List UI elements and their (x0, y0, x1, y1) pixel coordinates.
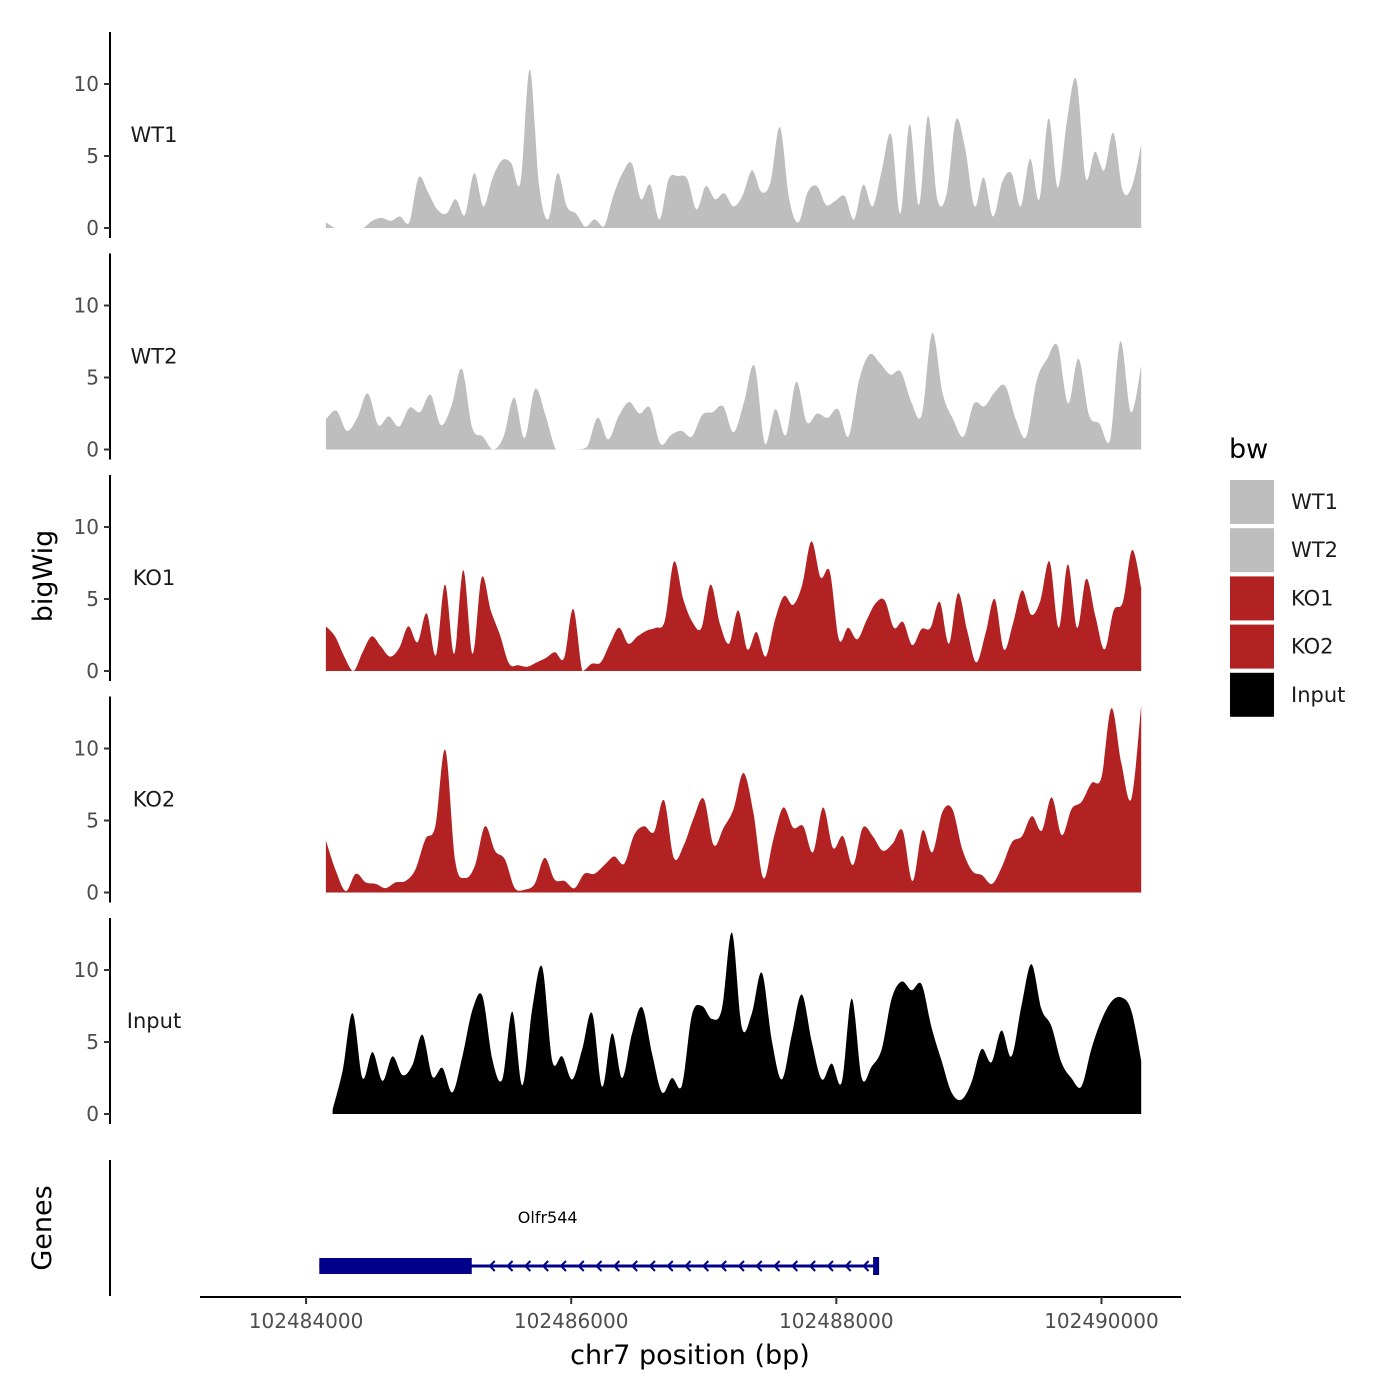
legend-label-wt2: WT2 (1291, 538, 1338, 562)
strand-arrows (488, 1260, 870, 1272)
strand-arrow (701, 1260, 710, 1272)
strand-arrow (666, 1260, 674, 1272)
strand-arrow (719, 1260, 727, 1272)
strand-arrow (826, 1260, 834, 1272)
y-tick-label: 10 (74, 515, 99, 539)
signal-tracks: 0 5 10 WT1 0 5 10 WT2 0 5 10 KO1 0 5 10 KO2 0 5 10 Input (74, 32, 1142, 1126)
y-tick-label: 0 (86, 881, 99, 905)
x-tick-label: 102484000 (249, 1309, 364, 1333)
strand-arrow (755, 1260, 763, 1272)
strand-arrow (595, 1260, 603, 1272)
strand-arrow (488, 1260, 496, 1272)
legend-swatch-ko2 (1230, 624, 1274, 669)
y-tick-label: 10 (74, 72, 99, 96)
y-tick-label: 0 (86, 659, 99, 683)
gene-end-cap (873, 1257, 880, 1275)
x-axis-ticks: 102484000 102486000 102488000 102490000 (249, 1297, 1159, 1333)
strand-arrow (790, 1260, 799, 1272)
strand-arrow (648, 1260, 656, 1272)
strand-arrow (844, 1260, 852, 1272)
legend-swatch-input (1230, 672, 1274, 717)
strand-arrow (577, 1260, 585, 1272)
strand-arrow (541, 1260, 549, 1272)
gene-label: Olfr544 (518, 1208, 578, 1227)
track-label-input: Input (127, 1009, 181, 1033)
strand-arrow (523, 1260, 532, 1272)
y-tick-label: 0 (86, 216, 99, 240)
legend-label-ko2: KO2 (1291, 635, 1334, 659)
legend-swatch-ko1 (1230, 576, 1274, 621)
track-label-ko1: KO1 (133, 566, 176, 590)
legend-items: WT1 WT2 KO1 KO2 Input (1230, 480, 1345, 717)
gene-olfr544: Olfr544 (319, 1208, 880, 1275)
legend-label-input: Input (1291, 683, 1345, 707)
legend-title: bw (1229, 434, 1268, 465)
track-input: 0 5 10 Input (74, 918, 1142, 1126)
track-label-wt2: WT2 (131, 345, 178, 369)
y-tick-label: 0 (86, 1102, 99, 1126)
y-tick-label: 10 (74, 737, 99, 761)
strand-arrow (808, 1260, 816, 1272)
track-wt1: 0 5 10 WT1 (74, 32, 1142, 240)
gene-exon-block (319, 1258, 472, 1274)
strand-arrow (612, 1260, 621, 1272)
y-tick-label: 5 (86, 1030, 99, 1054)
strand-arrow (773, 1260, 781, 1272)
y-tick-label: 5 (86, 144, 99, 168)
gene-models: Olfr544 (319, 1208, 880, 1275)
legend-label-ko1: KO1 (1291, 586, 1334, 610)
area-ko1 (325, 541, 1142, 671)
y-tick-label: 0 (86, 438, 99, 462)
area-wt2 (325, 332, 1142, 450)
track-label-ko2: KO2 (133, 788, 176, 812)
strand-arrow (630, 1260, 638, 1272)
y-tick-label: 10 (74, 958, 99, 982)
x-axis-title: chr7 position (bp) (570, 1340, 810, 1371)
track-label-wt1: WT1 (131, 123, 178, 147)
legend-swatch-wt2 (1230, 528, 1274, 573)
track-wt2: 0 5 10 WT2 (74, 253, 1142, 462)
legend: bw WT1 WT2 KO1 KO2 Input (1229, 434, 1345, 717)
y-tick-label: 5 (86, 587, 99, 611)
y-tick-label: 5 (86, 809, 99, 833)
track-ko2: 0 5 10 KO2 (74, 696, 1142, 905)
y-tick-label: 10 (74, 294, 99, 318)
strand-arrow (862, 1260, 870, 1272)
x-axis: 102484000 102486000 102488000 102490000 chr… (200, 1296, 1181, 1371)
legend-label-wt1: WT1 (1291, 490, 1338, 514)
x-tick-label: 102490000 (1044, 1309, 1159, 1333)
strand-arrow (737, 1260, 745, 1272)
x-tick-label: 102486000 (514, 1309, 629, 1333)
strand-arrow (506, 1260, 514, 1272)
y-tick-label: 5 (86, 366, 99, 390)
strand-arrow (559, 1260, 567, 1272)
gene-track: Genes Olfr544 (27, 1160, 880, 1296)
area-ko2 (325, 705, 1142, 893)
area-wt1 (325, 69, 1142, 228)
y-axis-title: bigWig (28, 530, 59, 623)
area-input (332, 932, 1142, 1114)
gene-track-title: Genes (27, 1185, 58, 1270)
legend-swatch-wt1 (1230, 480, 1274, 524)
track-ko1: 0 5 10 KO1 (74, 475, 1142, 683)
x-tick-label: 102488000 (779, 1309, 894, 1333)
strand-arrow (684, 1260, 692, 1272)
